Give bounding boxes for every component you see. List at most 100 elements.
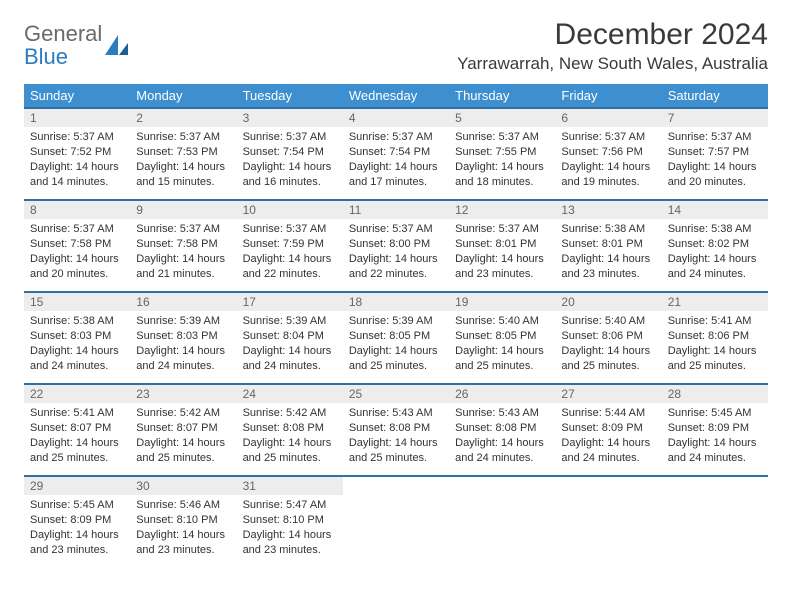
weekday-header: Monday: [130, 84, 236, 108]
detail-line-sunrise: Sunrise: 5:37 AM: [455, 222, 549, 237]
detail-line-sunset: Sunset: 7:54 PM: [349, 145, 443, 160]
detail-line-sunset: Sunset: 7:57 PM: [668, 145, 762, 160]
day-number: 23: [130, 385, 236, 403]
detail-line-sunrise: Sunrise: 5:37 AM: [243, 222, 337, 237]
location: Yarrawarrah, New South Wales, Australia: [457, 54, 768, 74]
detail-line-dl2: and 14 minutes.: [30, 175, 124, 190]
day-number: 28: [662, 385, 768, 403]
day-number: 1: [24, 109, 130, 127]
day-details: Sunrise: 5:47 AMSunset: 8:10 PMDaylight:…: [243, 498, 337, 557]
calendar-cell: [343, 476, 449, 568]
detail-line-sunrise: Sunrise: 5:37 AM: [136, 130, 230, 145]
detail-line-dl1: Daylight: 14 hours: [668, 252, 762, 267]
weekday-header: Sunday: [24, 84, 130, 108]
detail-line-dl2: and 23 minutes.: [561, 267, 655, 282]
detail-line-dl2: and 18 minutes.: [455, 175, 549, 190]
detail-line-dl2: and 25 minutes.: [136, 451, 230, 466]
detail-line-sunset: Sunset: 8:09 PM: [30, 513, 124, 528]
day-details: Sunrise: 5:41 AMSunset: 8:07 PMDaylight:…: [30, 406, 124, 465]
day-number: 15: [24, 293, 130, 311]
day-number: 21: [662, 293, 768, 311]
day-number: 14: [662, 201, 768, 219]
day-details: Sunrise: 5:37 AMSunset: 7:53 PMDaylight:…: [136, 130, 230, 189]
detail-line-dl1: Daylight: 14 hours: [30, 344, 124, 359]
detail-line-sunrise: Sunrise: 5:39 AM: [349, 314, 443, 329]
detail-line-dl2: and 24 minutes.: [668, 451, 762, 466]
detail-line-dl1: Daylight: 14 hours: [136, 252, 230, 267]
calendar-cell: 28Sunrise: 5:45 AMSunset: 8:09 PMDayligh…: [662, 384, 768, 476]
detail-line-dl1: Daylight: 14 hours: [455, 160, 549, 175]
day-details: Sunrise: 5:37 AMSunset: 8:00 PMDaylight:…: [349, 222, 443, 281]
detail-line-sunset: Sunset: 8:07 PM: [136, 421, 230, 436]
day-number: 8: [24, 201, 130, 219]
detail-line-dl1: Daylight: 14 hours: [349, 160, 443, 175]
day-number: 4: [343, 109, 449, 127]
detail-line-sunset: Sunset: 8:01 PM: [561, 237, 655, 252]
detail-line-dl1: Daylight: 14 hours: [349, 344, 443, 359]
detail-line-dl2: and 21 minutes.: [136, 267, 230, 282]
calendar-cell: 23 Sunrise: 5:42 AMSunset: 8:07 PMDayligh…: [130, 384, 236, 476]
detail-line-sunset: Sunset: 7:53 PM: [136, 145, 230, 160]
detail-line-sunrise: Sunrise: 5:42 AM: [136, 406, 230, 421]
calendar-cell: [555, 476, 661, 568]
day-details: Sunrise: 5:40 AMSunset: 8:06 PMDaylight:…: [561, 314, 655, 373]
calendar-cell: 31Sunrise: 5:47 AMSunset: 8:10 PMDayligh…: [237, 476, 343, 568]
detail-line-sunrise: Sunrise: 5:37 AM: [136, 222, 230, 237]
detail-line-sunrise: Sunrise: 5:37 AM: [349, 222, 443, 237]
detail-line-dl2: and 24 minutes.: [455, 451, 549, 466]
detail-line-sunset: Sunset: 7:55 PM: [455, 145, 549, 160]
detail-line-sunrise: Sunrise: 5:42 AM: [243, 406, 337, 421]
detail-line-sunrise: Sunrise: 5:38 AM: [30, 314, 124, 329]
day-number: 2: [130, 109, 236, 127]
detail-line-dl2: and 24 minutes.: [136, 359, 230, 374]
day-number: 19: [449, 293, 555, 311]
day-details: Sunrise: 5:39 AMSunset: 8:03 PMDaylight:…: [136, 314, 230, 373]
detail-line-sunset: Sunset: 8:03 PM: [30, 329, 124, 344]
detail-line-sunset: Sunset: 8:02 PM: [668, 237, 762, 252]
detail-line-sunset: Sunset: 8:00 PM: [349, 237, 443, 252]
day-details: Sunrise: 5:39 AMSunset: 8:05 PMDaylight:…: [349, 314, 443, 373]
detail-line-dl1: Daylight: 14 hours: [136, 436, 230, 451]
calendar-cell: 5Sunrise: 5:37 AMSunset: 7:55 PMDaylight…: [449, 108, 555, 200]
day-number: 24: [237, 385, 343, 403]
detail-line-sunrise: Sunrise: 5:37 AM: [30, 130, 124, 145]
detail-line-sunrise: Sunrise: 5:37 AM: [30, 222, 124, 237]
calendar-cell: [449, 476, 555, 568]
brand-logo: General Blue: [24, 18, 130, 68]
calendar-cell: 21Sunrise: 5:41 AMSunset: 8:06 PMDayligh…: [662, 292, 768, 384]
detail-line-sunset: Sunset: 7:52 PM: [30, 145, 124, 160]
day-number: 29: [24, 477, 130, 495]
day-number: 12: [449, 201, 555, 219]
detail-line-dl2: and 24 minutes.: [668, 267, 762, 282]
calendar-row: 8Sunrise: 5:37 AMSunset: 7:58 PMDaylight…: [24, 200, 768, 292]
title-block: December 2024 Yarrawarrah, New South Wal…: [457, 18, 768, 80]
day-details: Sunrise: 5:37 AMSunset: 7:56 PMDaylight:…: [561, 130, 655, 189]
detail-line-sunrise: Sunrise: 5:38 AM: [561, 222, 655, 237]
day-number: 13: [555, 201, 661, 219]
detail-line-sunset: Sunset: 8:05 PM: [455, 329, 549, 344]
detail-line-sunset: Sunset: 8:09 PM: [561, 421, 655, 436]
calendar-cell: 27Sunrise: 5:44 AMSunset: 8:09 PMDayligh…: [555, 384, 661, 476]
detail-line-sunrise: Sunrise: 5:41 AM: [30, 406, 124, 421]
day-details: Sunrise: 5:43 AMSunset: 8:08 PMDaylight:…: [349, 406, 443, 465]
detail-line-sunset: Sunset: 8:08 PM: [455, 421, 549, 436]
day-details: Sunrise: 5:42 AMSunset: 8:07 PMDaylight:…: [136, 406, 230, 465]
day-details: Sunrise: 5:37 AMSunset: 7:54 PMDaylight:…: [349, 130, 443, 189]
day-number: 20: [555, 293, 661, 311]
brand-line2: Blue: [24, 44, 68, 69]
day-number: 26: [449, 385, 555, 403]
detail-line-dl1: Daylight: 14 hours: [668, 436, 762, 451]
detail-line-dl1: Daylight: 14 hours: [668, 160, 762, 175]
detail-line-dl1: Daylight: 14 hours: [561, 160, 655, 175]
detail-line-dl1: Daylight: 14 hours: [243, 436, 337, 451]
detail-line-dl2: and 25 minutes.: [668, 359, 762, 374]
day-details: Sunrise: 5:37 AMSunset: 7:59 PMDaylight:…: [243, 222, 337, 281]
day-details: Sunrise: 5:40 AMSunset: 8:05 PMDaylight:…: [455, 314, 549, 373]
detail-line-dl1: Daylight: 14 hours: [30, 252, 124, 267]
calendar-cell: 13Sunrise: 5:38 AMSunset: 8:01 PMDayligh…: [555, 200, 661, 292]
detail-line-dl1: Daylight: 14 hours: [455, 252, 549, 267]
detail-line-dl1: Daylight: 14 hours: [136, 344, 230, 359]
calendar-cell: 20 Sunrise: 5:40 AMSunset: 8:06 PMDayligh…: [555, 292, 661, 384]
day-details: Sunrise: 5:46 AMSunset: 8:10 PMDaylight:…: [136, 498, 230, 557]
day-details: Sunrise: 5:44 AMSunset: 8:09 PMDaylight:…: [561, 406, 655, 465]
